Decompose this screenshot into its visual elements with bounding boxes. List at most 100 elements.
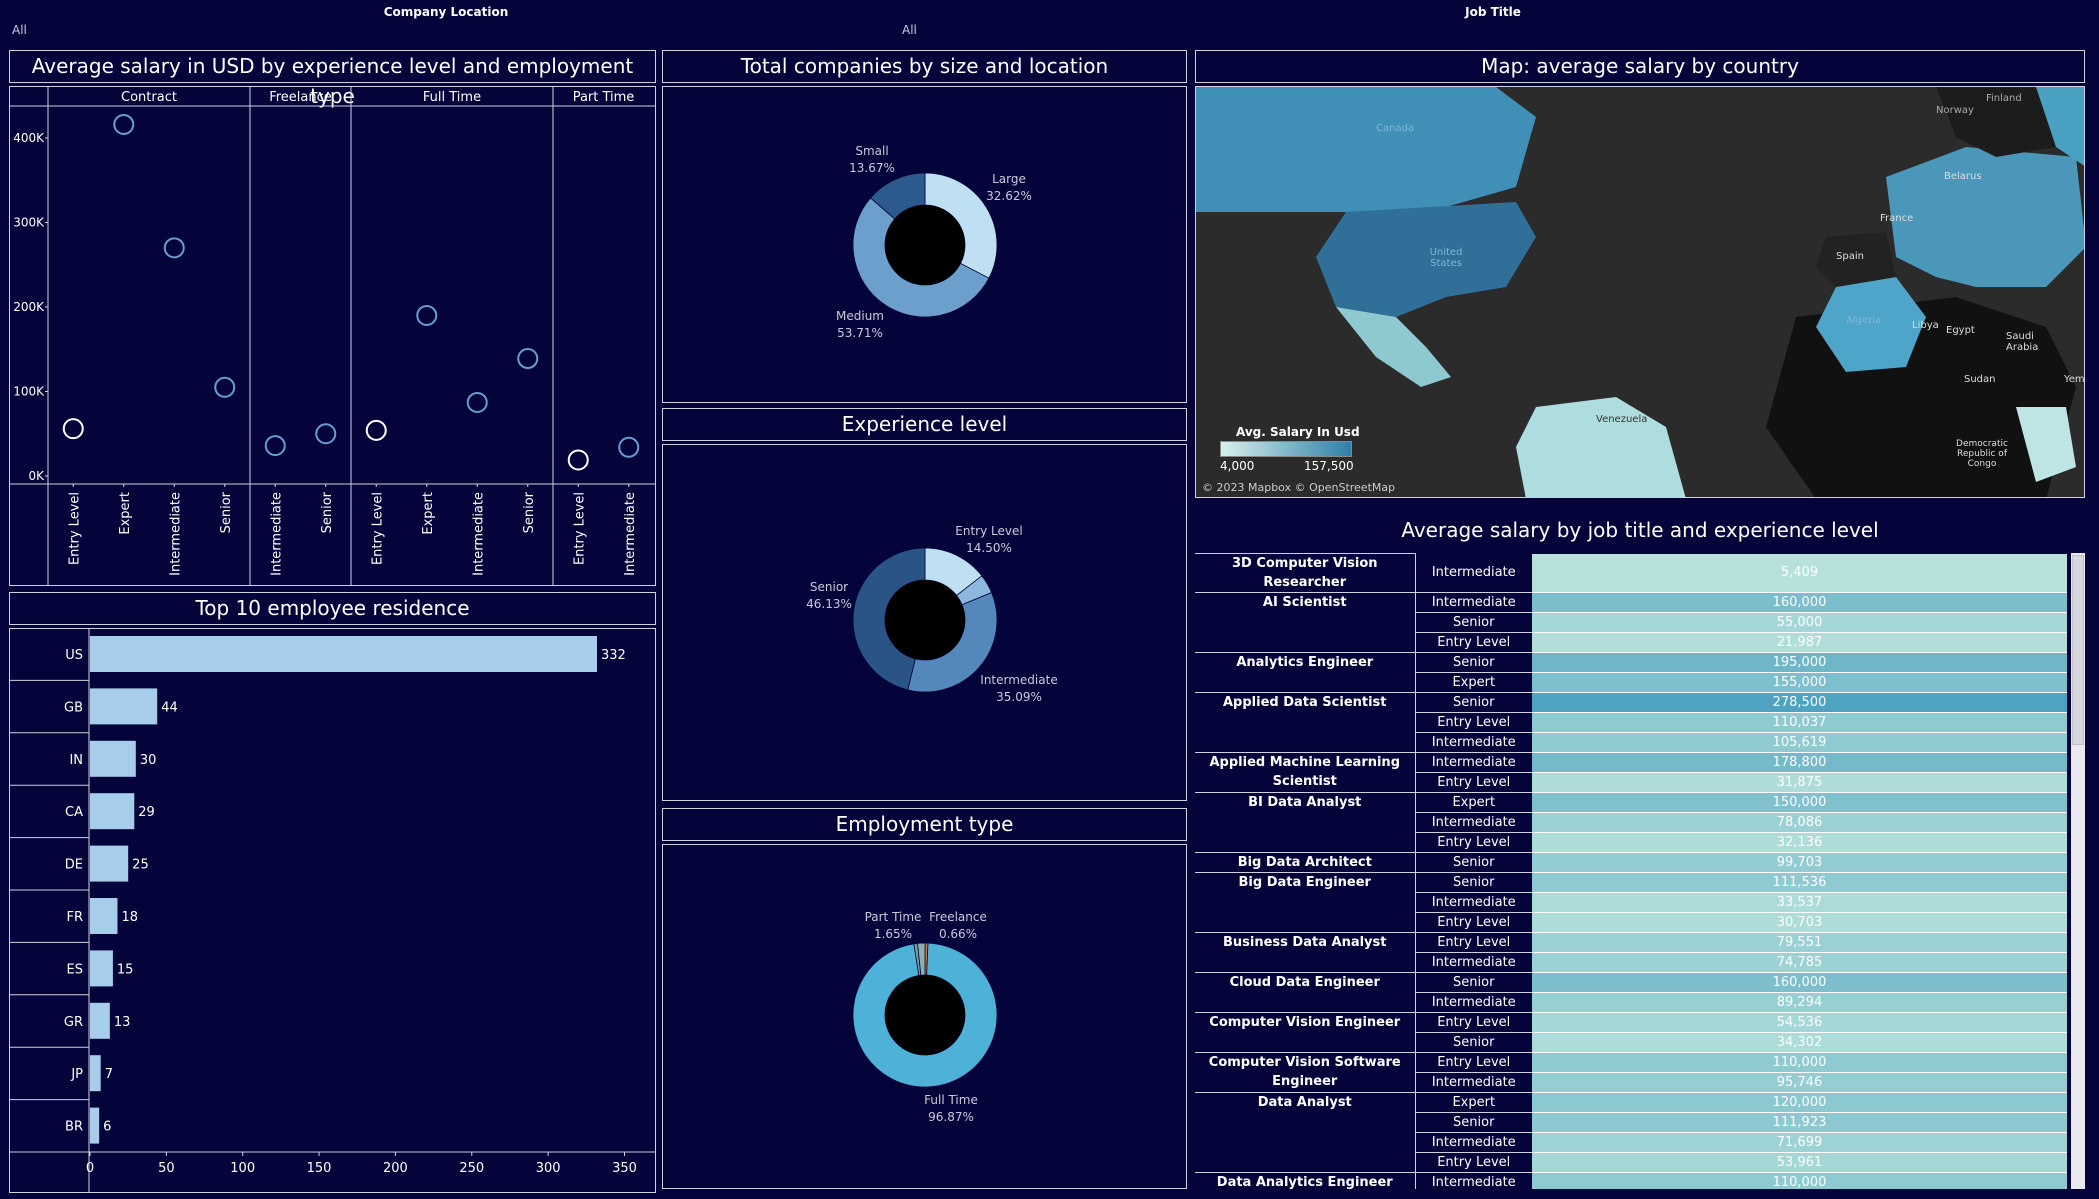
table-row: Entry Level 31,875 [1195,772,2067,793]
map-legend-max: 157,500 [1304,459,1354,473]
job-title-cell: Cloud Data Engineer [1195,972,1416,1013]
map-legend-gradient [1220,441,1352,457]
salary-cell: 5,409 [1532,553,2067,593]
bar-value-label: 30 [140,753,157,768]
scatter-x-tick-label: Intermediate [269,492,284,576]
bar-x-tick-label: 250 [459,1161,484,1176]
south-america-shape [1516,397,1686,497]
table-row: AI Scientist Intermediate 160,000 [1195,592,2067,653]
map-label-united-states: United States [1429,247,1463,269]
table-row: Intermediate 71,699 [1195,1132,2067,1153]
bar-category-label: CA [65,805,83,820]
bar-value-label: 332 [601,648,626,663]
bar-x-tick-label: 50 [158,1161,175,1176]
salary-cell: 78,086 [1532,812,2067,833]
job-title-cell: AI Scientist [1195,592,1416,653]
bar-category-label: BR [65,1120,83,1135]
bar-x-tick-label: 200 [383,1161,408,1176]
experience-cell: Entry Level [1415,632,1532,653]
donut-label: Medium [836,309,884,323]
bar-category-label: JP [70,1067,83,1082]
scatter-frame [9,86,656,586]
job-title-cell: Data Analytics Engineer [1195,1172,1416,1189]
scatter-x-tick-label: Entry Level [572,492,587,565]
residence-title: Top 10 employee residence [9,592,656,625]
scatter-point [416,304,438,326]
map-label-france: France [1880,213,1914,224]
scatter-point [567,449,589,471]
scatter-point [264,435,286,457]
table-row: Intermediate 105,619 [1195,732,2067,753]
table-row: Entry Level 21,987 [1195,632,2067,653]
experience-cell: Intermediate [1415,892,1532,913]
residence-bar-chart: US 332 GB 44 IN 30 CA 29 DE 25 FR 18 ES 15 GR 13 JP 7 BR 6 0… [9,628,656,1193]
bar-category-label: DE [65,858,83,873]
scatter-point [113,113,135,135]
map-attribution[interactable]: © 2023 Mapbox © OpenStreetMap [1202,481,1396,494]
salary-cell: 105,619 [1532,732,2067,753]
experience-cell: Intermediate [1415,732,1532,753]
salary-cell: 71,699 [1532,1132,2067,1153]
job-title-cell: Applied Machine Learning Scientist [1195,752,1416,793]
bar-category-label: GB [64,700,83,715]
job-title-cell: Data Analyst [1195,1092,1416,1173]
map-label-norway: Norway [1936,105,1974,116]
donut-hole [885,975,965,1055]
salary-table-container[interactable]: 3D Computer Vision Researcher Intermediat… [1195,553,2071,1189]
middle-filter-value[interactable]: All [902,23,917,37]
donut-hole [885,205,965,285]
table-row: Big Data Architect Senior 99,703 [1195,852,2067,873]
company-size-donut: Large 32.62% Medium 53.71% Small 13.67% [836,144,1032,340]
scatter-x-tick-label: Entry Level [370,492,385,565]
scatter-point [163,237,185,259]
donut-pct: 53.71% [837,326,883,340]
salary-cell: 195,000 [1532,652,2067,673]
bar-rect [90,636,597,672]
east-africa-shape [2016,407,2076,482]
experience-cell: Entry Level [1415,832,1532,853]
experience-cell: Intermediate [1415,1172,1532,1189]
job-title-cell: Applied Data Scientist [1195,692,1416,753]
experience-cell: Senior [1415,872,1532,893]
table-row: Computer Vision Software Engineer Entry L… [1195,1052,2067,1093]
company-size-title: Total companies by size and location [662,50,1187,83]
bar-x-tick-label: 100 [230,1161,255,1176]
donut-pct: 35.09% [996,690,1042,704]
table-row: 3D Computer Vision Researcher Intermediat… [1195,553,2067,593]
bar-value-label: 25 [132,858,149,873]
salary-cell: 110,000 [1532,1052,2067,1073]
experience-cell: Entry Level [1415,932,1532,953]
experience-level-donut: Entry Level 14.50% Intermediate 35.09% Senio… [806,524,1058,704]
bar-value-label: 18 [121,910,138,925]
bar-frame [9,628,656,1193]
company-location-filter-value[interactable]: All [12,23,27,37]
table-row: Data Analyst Expert 120,000 [1195,1092,2067,1173]
bar-rect [90,845,129,882]
bar-category-label: US [65,648,83,663]
map-panel[interactable]: Canada United States Venezuela Norway Fi… [1195,86,2085,498]
experience-cell: Entry Level [1415,1152,1532,1173]
experience-cell: Entry Level [1415,1012,1532,1033]
map-label-finland: Finland [1986,93,2022,104]
donut-label: Intermediate [980,673,1057,687]
job-title-cell: Analytics Engineer [1195,652,1416,693]
bar-value-label: 29 [138,805,155,820]
algeria-shape [1816,277,1926,372]
scatter-group-label: Full Time [423,90,481,105]
experience-cell: Intermediate [1415,592,1532,613]
experience-cell: Expert [1415,672,1532,693]
scatter-x-tick-label: Expert [118,492,133,535]
salary-table-title: Average salary by job title and experien… [1401,518,1879,542]
donut-pct: 46.13% [806,597,852,611]
donut-label: Senior [810,580,848,594]
experience-cell: Intermediate [1415,1072,1532,1093]
salary-cell: 74,785 [1532,952,2067,973]
spain-shape [1816,232,1896,287]
job-title-cell: Business Data Analyst [1195,932,1416,973]
table-scrollbar-thumb[interactable] [2072,555,2084,745]
scatter-point [315,423,337,445]
scatter-y-tick-label: 400K [13,131,45,145]
scatter-point [618,436,640,458]
donut-pct: 96.87% [928,1110,974,1124]
map-canvas [1196,87,2084,497]
